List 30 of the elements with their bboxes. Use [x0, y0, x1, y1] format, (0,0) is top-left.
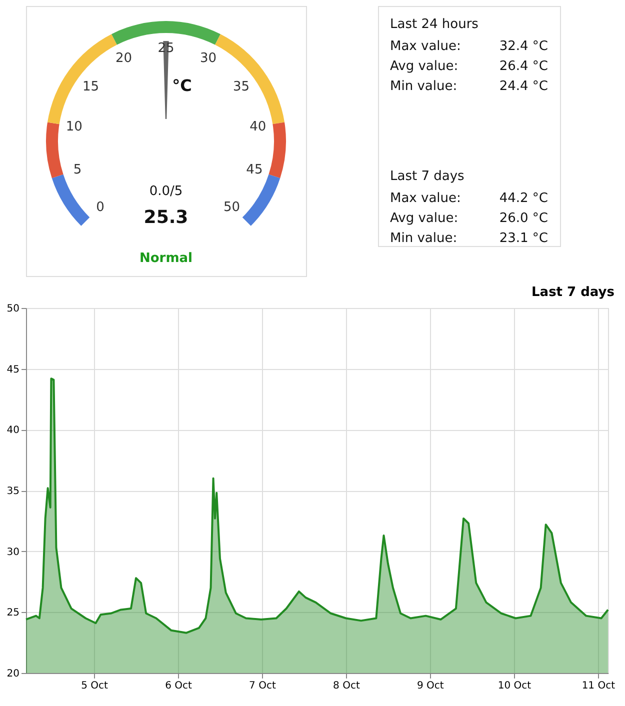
text: Last 24 hours	[390, 17, 479, 32]
text: Max value:	[390, 191, 461, 206]
text: 23.1 °C	[499, 231, 548, 246]
text: Avg value:	[390, 59, 458, 74]
text: 26.0 °C	[499, 211, 548, 226]
x-tick-label: 5 Oct	[81, 680, 108, 692]
y-tick-label: 20	[6, 668, 20, 680]
x-tick-label: 6 Oct	[165, 680, 192, 692]
text: 26.4 °C	[499, 59, 548, 74]
x-tick-label: 9 Oct	[417, 680, 444, 692]
y-tick-label: 40	[6, 425, 20, 436]
text: 44.2 °C	[499, 191, 548, 206]
x-tick-label: 7 Oct	[249, 680, 276, 692]
text: 32.4 °C	[499, 39, 548, 54]
chart-title: Last 7 days	[532, 285, 615, 300]
text: Normal	[140, 251, 192, 266]
x-tick-label: 10 Oct	[498, 680, 532, 692]
y-tick-label: 50	[6, 304, 20, 314]
text: Max value:	[390, 39, 461, 54]
y-tick-label: 45	[6, 364, 20, 376]
y-tick-label: 25	[6, 608, 20, 619]
x-tick-label: 8 Oct	[333, 680, 360, 692]
text: Last 7 days	[390, 169, 465, 184]
y-tick-label: 35	[6, 486, 20, 497]
text: Min value:	[390, 79, 458, 94]
x-tick-label: 11 Oct	[582, 680, 616, 692]
y-tick-label: 30	[6, 546, 20, 558]
text: 24.4 °C	[499, 79, 548, 94]
text: Avg value:	[390, 211, 458, 226]
text: Min value:	[390, 231, 458, 246]
